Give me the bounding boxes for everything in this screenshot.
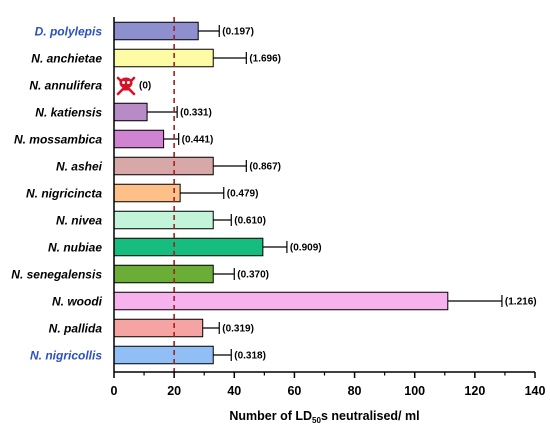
category-label: N. ashei <box>56 160 103 174</box>
value-annotations: (0.197) (1.696) (0) (0.331) (0.441) (0.867) (0… <box>139 27 537 362</box>
skull-eye <box>122 81 126 84</box>
category-label: N. anchietae <box>31 52 102 66</box>
value-annotation: (0.441) <box>182 135 214 146</box>
bar <box>113 156 214 176</box>
category-label: N. annulifera <box>29 79 102 93</box>
x-tick-label: 120 <box>464 384 485 398</box>
value-annotation: (0) <box>139 81 151 92</box>
bar <box>113 210 214 230</box>
x-tick-label: 20 <box>167 384 181 398</box>
category-label: N. nigricollis <box>30 349 102 363</box>
bars <box>113 21 503 365</box>
bar <box>113 48 214 68</box>
bar <box>113 264 214 284</box>
category-label: N. nubiae <box>48 241 102 255</box>
category-label: N. pallida <box>49 322 103 336</box>
value-annotation: (0.479) <box>227 189 259 200</box>
x-tick-label: 40 <box>227 384 241 398</box>
value-annotation: (0.318) <box>234 351 266 362</box>
value-annotation: (0.909) <box>290 243 322 254</box>
bar <box>113 129 165 149</box>
category-label: D. polylepis <box>35 25 103 39</box>
value-annotation: (0.370) <box>237 270 269 281</box>
skull <box>119 77 133 89</box>
bar <box>113 102 148 122</box>
category-label: N. nivea <box>56 214 102 228</box>
value-annotation: (0.610) <box>234 216 266 227</box>
x-tick-label: 60 <box>287 384 301 398</box>
category-label: N. nigricincta <box>26 187 102 201</box>
skull-eye <box>126 81 130 84</box>
value-annotation: (0.319) <box>222 324 254 335</box>
x-tick-label: 80 <box>348 384 362 398</box>
bar <box>113 318 204 338</box>
x-ticks: 0 20 40 60 80 100 120 140 <box>111 372 546 398</box>
category-label: N. senegalensis <box>11 268 102 282</box>
bar <box>113 291 449 311</box>
bar <box>113 345 214 365</box>
skull-crossbones-icon <box>116 76 136 96</box>
category-labels: D. polylepis N. anchietae N. annulifera N. … <box>11 25 102 363</box>
bar <box>113 21 199 41</box>
x-tick-label: 140 <box>525 384 546 398</box>
x-axis-label: Number of LD50s neutralised/ ml <box>229 409 419 425</box>
category-label: N. woodi <box>52 295 103 309</box>
value-annotation: (1.216) <box>505 297 537 308</box>
bar <box>113 237 264 257</box>
x-tick-label: 100 <box>404 384 425 398</box>
value-annotation: (0.867) <box>249 162 281 173</box>
category-label: N. katiensis <box>35 106 102 120</box>
value-annotation: (1.696) <box>249 54 281 65</box>
bar <box>113 183 181 203</box>
skull-jaw <box>122 86 130 91</box>
value-annotation: (0.197) <box>222 27 254 38</box>
x-tick-label: 0 <box>111 384 118 398</box>
category-label: N. mossambica <box>14 133 102 147</box>
value-annotation: (0.331) <box>180 108 212 119</box>
